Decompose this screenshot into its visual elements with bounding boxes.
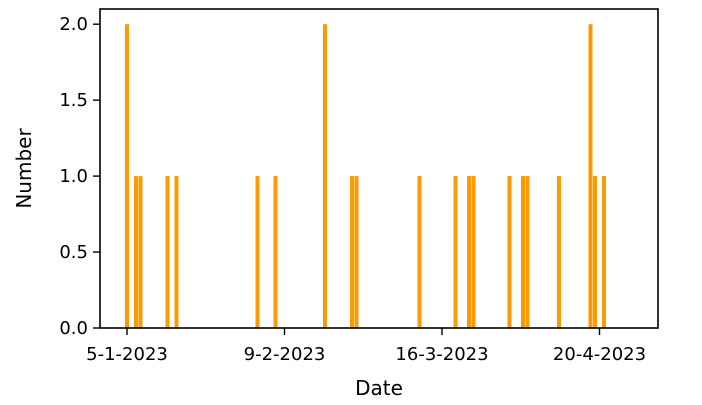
y-axis-label: Number [12,128,36,209]
y-tick-label: 1.0 [59,166,88,187]
bar [165,176,170,328]
bar [273,176,278,328]
x-tick-label: 5-1-2023 [86,344,168,365]
bar [255,176,260,328]
x-tick-label: 20-4-2023 [553,344,646,365]
bar [134,176,138,328]
bar [557,176,561,328]
y-tick-label: 0.5 [59,242,88,263]
bar [602,176,606,328]
y-tick-label: 1.5 [59,90,88,111]
y-tick-label: 2.0 [59,14,88,35]
bar [174,176,179,328]
bar [323,24,327,328]
x-tick-label: 16-3-2023 [395,344,488,365]
bars [125,24,606,328]
y-axis: 0.0 0.5 1.0 1.5 2.0 [59,14,100,339]
bar [453,176,458,328]
bar [138,176,143,328]
bar [471,176,476,328]
bar [507,176,512,328]
bar [521,176,525,328]
x-axis-label: Date [355,376,403,400]
y-tick-label: 0.0 [59,318,88,339]
bar [467,176,471,328]
bar [354,176,359,328]
bar [350,176,354,328]
plot-frame [99,8,659,329]
bar [525,176,530,328]
bar [593,176,597,328]
bar [125,24,129,328]
bar [417,176,422,328]
bar [588,24,593,328]
x-tick-label: 9-2-2023 [244,344,326,365]
x-axis: 5-1-2023 9-2-2023 16-3-2023 20-4-2023 [86,328,646,365]
